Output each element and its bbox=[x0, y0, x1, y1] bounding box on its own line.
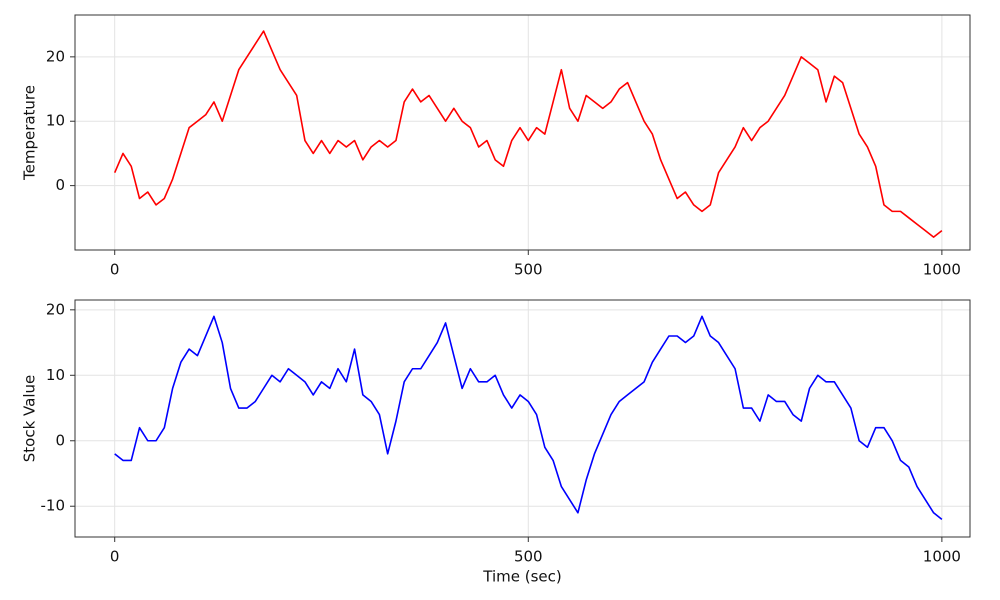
y-tick-label: 10 bbox=[46, 112, 65, 130]
x-tick-label: 0 bbox=[110, 261, 120, 279]
y-axis-label: Temperature bbox=[21, 85, 39, 181]
x-axis-label: Time (sec) bbox=[482, 568, 561, 586]
plot-frame bbox=[74, 299, 971, 538]
y-tick-label: 20 bbox=[46, 300, 65, 318]
y-tick-label: 10 bbox=[46, 366, 65, 384]
y-tick-label: 0 bbox=[55, 176, 65, 194]
x-tick-label: 1000 bbox=[923, 261, 961, 279]
y-tick-label: 20 bbox=[46, 47, 65, 65]
x-tick-label: 0 bbox=[110, 548, 120, 566]
data-line bbox=[114, 315, 943, 520]
data-line bbox=[113, 30, 943, 238]
y-axis-label: Stock Value bbox=[21, 375, 39, 462]
x-tick-label: 500 bbox=[514, 261, 543, 279]
x-tick-label: 500 bbox=[514, 548, 543, 566]
y-tick-label: -10 bbox=[41, 497, 66, 515]
y-tick-label: 0 bbox=[55, 431, 65, 449]
plot-frame bbox=[74, 14, 971, 251]
x-tick-label: 1000 bbox=[923, 548, 961, 566]
